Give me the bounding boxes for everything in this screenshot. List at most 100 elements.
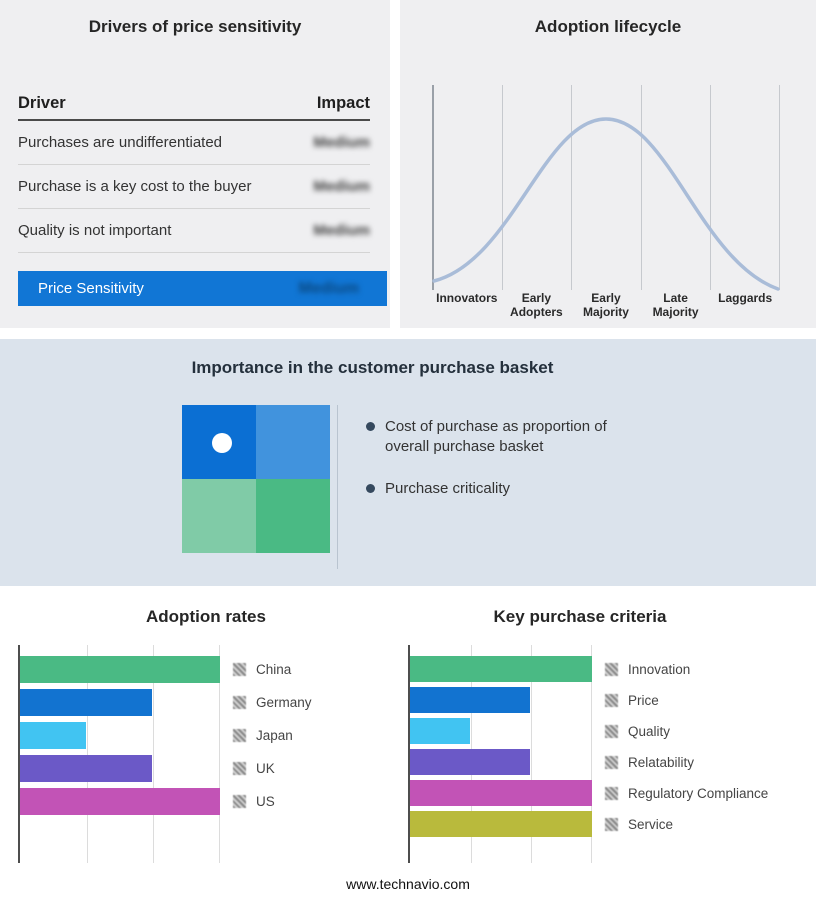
legend-swatch-blurred xyxy=(233,795,246,808)
impact-cell-blurred: Medium xyxy=(313,134,370,151)
bar-japan xyxy=(20,722,86,749)
legend-label: China xyxy=(256,662,292,677)
legend-label: Service xyxy=(628,816,674,832)
quadrant-cell-top-left xyxy=(182,405,256,479)
bullet-icon xyxy=(366,422,375,431)
bullet-item: Cost of purchase as proportion of overal… xyxy=(366,417,624,457)
bar-china xyxy=(20,656,220,683)
quadrant-cell-top-right xyxy=(256,405,330,479)
quadrant-cell-bottom-left xyxy=(182,479,256,553)
legend-item-us: US xyxy=(233,788,312,815)
gridline xyxy=(531,645,533,863)
legend-label: Germany xyxy=(256,695,312,710)
driver-table-row: Purchases are undifferentiated Medium xyxy=(18,121,370,165)
panel-adoption-lifecycle: Adoption lifecycle Innovators Early Adopt… xyxy=(400,0,816,328)
driver-cell: Quality is not important xyxy=(18,222,172,239)
quadrant-axis-line xyxy=(337,405,338,569)
legend-label: Japan xyxy=(256,728,293,743)
gridline xyxy=(86,645,88,863)
bar-uk xyxy=(20,755,152,782)
gridline xyxy=(591,645,592,863)
legend-swatch-blurred xyxy=(233,696,246,709)
impact-cell-blurred: Medium xyxy=(313,178,370,195)
driver-table-row: Purchase is a key cost to the buyer Mediu… xyxy=(18,165,370,209)
stage-label: Late Majority xyxy=(652,291,699,319)
gridline xyxy=(219,645,220,863)
legend-item-relatability: Relatability xyxy=(605,749,768,775)
stage-label: Early Adopters xyxy=(510,291,563,319)
legend-swatch-blurred xyxy=(605,724,618,738)
position-dot xyxy=(212,433,232,453)
key-purchase-criteria-title: Key purchase criteria xyxy=(493,607,667,626)
lifecycle-gridline xyxy=(710,85,712,290)
lifecycle-gridline xyxy=(501,85,503,290)
bar-regulatory-compliance xyxy=(410,780,592,806)
legend-label: UK xyxy=(256,761,275,776)
lifecycle-title: Adoption lifecycle xyxy=(534,17,682,36)
lifecycle-curve xyxy=(432,117,780,291)
legend-label: Innovation xyxy=(628,661,691,677)
legend-item-quality: Quality xyxy=(605,718,768,744)
impact-cell-blurred: Medium xyxy=(313,222,370,239)
footer-url: www.technavio.com xyxy=(346,876,470,892)
lifecycle-gridline xyxy=(571,85,573,290)
bar-relatability xyxy=(410,749,531,775)
quadrant-chart xyxy=(182,405,330,553)
criteria-legend: Innovation Price Quality Relatability Regula… xyxy=(605,656,768,842)
lifecycle-axis xyxy=(432,85,434,290)
legend-label: US xyxy=(256,794,275,809)
bullet-item: Purchase criticality xyxy=(366,479,624,499)
legend-swatch-blurred xyxy=(605,662,618,676)
legend-item-japan: Japan xyxy=(233,722,312,749)
driver-cell: Purchases are undifferentiated xyxy=(18,134,223,151)
adoption-plot xyxy=(18,645,220,863)
bar-quality xyxy=(410,718,471,744)
bars xyxy=(20,645,220,815)
legend-item-innovation: Innovation xyxy=(605,656,768,682)
drivers-table: Driver Impact Purchases are undifferenti… xyxy=(18,94,370,253)
legend-item-price: Price xyxy=(605,687,768,713)
quadrant-cell-bottom-right xyxy=(256,479,330,553)
bar-price xyxy=(410,687,531,713)
basket-title: Importance in the customer purchase bask… xyxy=(191,358,554,377)
legend-swatch-blurred xyxy=(605,755,618,769)
lifecycle-curve-path xyxy=(432,117,780,291)
bar-us xyxy=(20,788,220,815)
drivers-table-header: Driver Impact xyxy=(18,94,370,121)
legend-label: Regulatory Compliance xyxy=(628,785,769,801)
stage-label: Early Majority xyxy=(582,291,629,319)
bullet-text: Cost of purchase as proportion of overal… xyxy=(385,418,607,455)
drivers-title: Drivers of price sensitivity xyxy=(88,17,302,36)
basket-bullets: Cost of purchase as proportion of overal… xyxy=(366,417,624,520)
column-impact: Impact xyxy=(316,94,370,112)
legend-swatch-blurred xyxy=(233,663,246,676)
bar-innovation xyxy=(410,656,592,682)
price-sensitivity-label: Price Sensitivity xyxy=(38,280,144,297)
drivers-table-body: Purchases are undifferentiated Medium Purc… xyxy=(18,121,370,253)
legend-swatch-blurred xyxy=(605,817,618,831)
price-sensitivity-impact-blurred: Medium xyxy=(298,279,359,297)
adoption-legend: China Germany Japan UK US xyxy=(233,656,312,821)
legend-swatch-blurred xyxy=(233,762,246,775)
stage-label: Laggards xyxy=(718,291,773,305)
legend-item-regulatory-compliance: Regulatory Compliance xyxy=(605,780,768,806)
legend-item-china: China xyxy=(233,656,312,683)
price-sensitivity-row: Price Sensitivity Medium xyxy=(18,271,387,306)
stage-label: Innovators xyxy=(436,291,498,305)
bullet-icon xyxy=(366,483,375,493)
lifecycle-gridline xyxy=(779,85,780,290)
legend-item-germany: Germany xyxy=(233,689,312,716)
legend-swatch-blurred xyxy=(233,729,246,742)
driver-cell: Purchase is a key cost to the buyer xyxy=(18,178,252,195)
gridline xyxy=(153,645,155,863)
panel-drivers-of-price-sensitivity: Drivers of price sensitivity Driver Impa… xyxy=(0,0,390,328)
driver-table-row: Quality is not important Medium xyxy=(18,209,370,253)
criteria-plot xyxy=(408,645,592,863)
bar-service xyxy=(410,811,592,837)
column-driver: Driver xyxy=(18,94,66,112)
bullet-text: Purchase criticality xyxy=(385,479,511,497)
legend-label: Relatability xyxy=(628,754,695,770)
bars xyxy=(410,645,592,837)
purchase-basket-band: Importance in the customer purchase bask… xyxy=(0,339,816,586)
